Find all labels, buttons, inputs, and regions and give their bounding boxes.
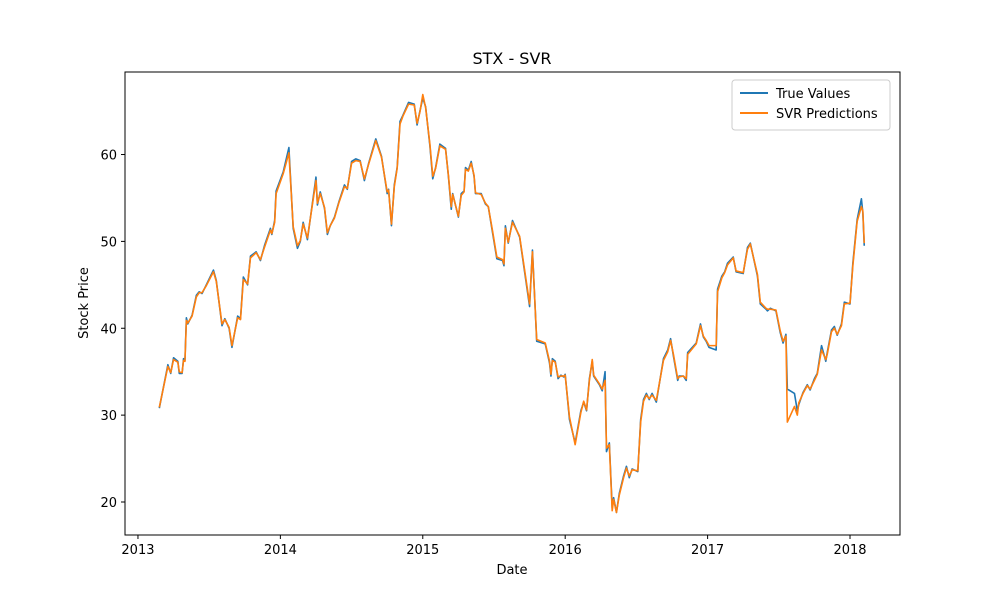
plot-frame — [124, 71, 901, 536]
y-tick-label: 30 — [100, 409, 117, 424]
chart-title: STX - SVR — [472, 49, 551, 68]
y-tick-label: 60 — [100, 149, 117, 164]
legend-label: True Values — [775, 87, 850, 102]
x-axis-label: Date — [496, 563, 527, 578]
x-tick-label: 2015 — [406, 543, 439, 558]
y-tick-label: 40 — [100, 322, 117, 337]
legend-box — [731, 79, 891, 131]
line-series — [158, 93, 866, 514]
legend-label: SVR Predictions — [776, 107, 878, 122]
line-series — [158, 97, 866, 514]
x-tick-label: 2014 — [264, 543, 297, 558]
y-tick-label: 20 — [100, 496, 117, 511]
y-axis-label: Stock Price — [77, 267, 92, 339]
x-tick-label: 2013 — [121, 543, 154, 558]
x-tick-label: 2017 — [691, 543, 724, 558]
y-tick-label: 50 — [100, 235, 117, 250]
x-tick-label: 2016 — [549, 543, 582, 558]
x-tick-label: 2018 — [833, 543, 866, 558]
